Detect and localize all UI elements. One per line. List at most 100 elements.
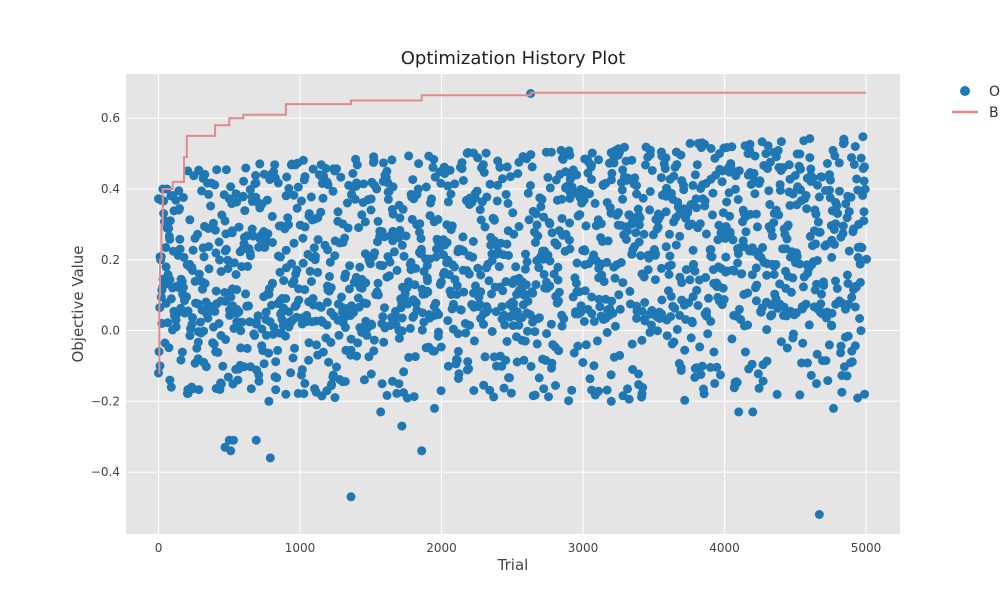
data-point — [688, 245, 698, 255]
data-point — [838, 228, 848, 238]
data-point — [229, 435, 238, 445]
data-point — [464, 364, 474, 374]
data-point — [650, 275, 660, 285]
data-point — [843, 331, 853, 341]
data-point — [527, 162, 537, 172]
data-point — [404, 352, 414, 362]
data-point — [614, 290, 624, 300]
data-point — [522, 257, 532, 267]
data-point — [607, 296, 617, 306]
data-point — [672, 324, 682, 334]
data-point — [513, 169, 523, 179]
data-point — [397, 240, 407, 250]
data-point — [829, 403, 838, 413]
data-point — [579, 195, 589, 205]
data-point — [276, 252, 285, 262]
data-point — [433, 214, 443, 224]
data-point — [639, 229, 649, 239]
data-point — [656, 173, 666, 183]
data-point — [410, 352, 420, 362]
data-point — [401, 231, 411, 241]
data-point — [448, 300, 458, 310]
data-point — [743, 288, 753, 298]
data-point — [843, 299, 853, 309]
data-point — [645, 150, 655, 160]
data-point — [328, 372, 338, 382]
data-point — [810, 205, 820, 215]
data-point — [858, 132, 868, 142]
data-point — [676, 150, 686, 160]
data-point — [408, 312, 418, 322]
data-point — [676, 363, 686, 373]
data-point — [416, 247, 426, 257]
data-point — [836, 348, 846, 358]
data-point — [802, 204, 812, 214]
data-point — [413, 184, 423, 194]
data-point — [726, 159, 736, 169]
data-point — [695, 219, 705, 229]
data-point — [213, 347, 223, 357]
data-point — [602, 257, 612, 267]
data-point — [337, 292, 346, 302]
data-point — [346, 492, 356, 502]
data-point — [581, 221, 591, 231]
data-point — [553, 275, 563, 285]
data-point — [594, 294, 604, 304]
data-point — [484, 276, 494, 286]
data-point — [394, 232, 404, 242]
data-point — [443, 361, 453, 371]
data-point — [776, 337, 786, 347]
data-point — [483, 305, 493, 315]
data-point — [615, 304, 625, 314]
data-point — [606, 370, 616, 380]
data-point — [489, 215, 499, 225]
data-point — [183, 166, 193, 176]
data-point — [521, 249, 530, 259]
data-point — [690, 170, 700, 180]
data-point — [616, 258, 626, 267]
data-point — [796, 185, 806, 195]
data-point — [637, 392, 647, 402]
y-tick-label: 0.2 — [101, 253, 120, 267]
data-point — [394, 379, 404, 389]
data-point — [503, 198, 513, 208]
data-point — [469, 336, 479, 346]
x-tick-labels: 0 1000 2000 3000 4000 5000 — [155, 541, 882, 555]
data-point — [233, 375, 243, 385]
data-point — [589, 361, 599, 371]
data-point — [526, 150, 536, 160]
data-point — [803, 358, 812, 368]
data-point — [662, 331, 672, 341]
data-point — [680, 345, 690, 355]
data-point — [502, 337, 512, 346]
data-point — [594, 155, 603, 165]
data-point — [332, 164, 341, 174]
data-point — [300, 222, 310, 232]
data-point — [459, 287, 469, 297]
data-point — [302, 310, 312, 320]
data-point — [333, 207, 343, 217]
data-point — [860, 162, 869, 172]
data-point — [677, 278, 687, 288]
data-point — [452, 355, 462, 365]
data-point — [348, 169, 358, 178]
data-point — [763, 141, 773, 151]
data-point — [487, 256, 497, 266]
data-point — [376, 407, 386, 417]
data-point — [567, 385, 577, 395]
best-value-line — [158, 91, 866, 374]
data-point — [856, 153, 866, 163]
data-point — [534, 263, 544, 273]
data-point — [587, 160, 596, 170]
data-point — [323, 180, 333, 190]
data-point — [587, 174, 596, 184]
data-point — [273, 178, 283, 188]
data-point — [815, 227, 825, 237]
data-point — [197, 186, 207, 196]
data-point — [762, 325, 772, 335]
data-point — [226, 446, 236, 456]
data-point — [539, 384, 549, 394]
data-point — [214, 319, 224, 328]
data-point — [506, 388, 516, 398]
data-point — [801, 191, 811, 200]
